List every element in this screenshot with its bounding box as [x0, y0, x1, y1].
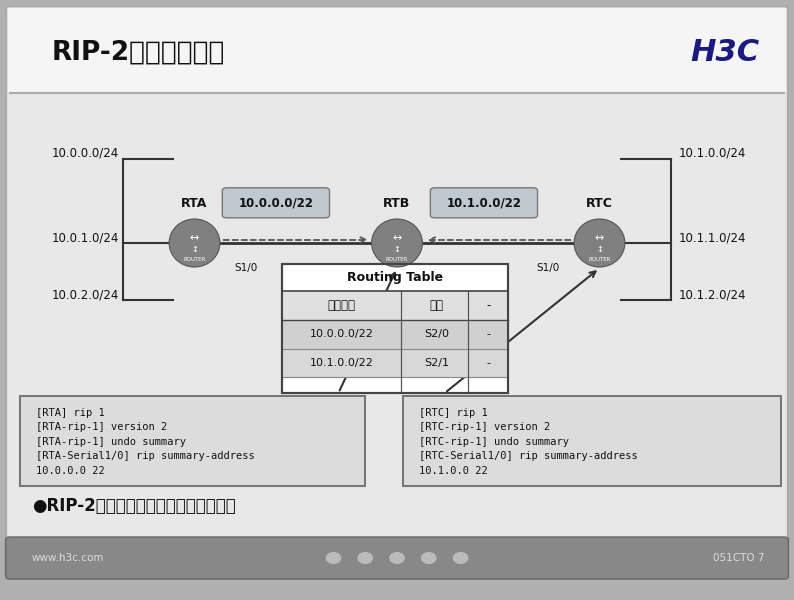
FancyBboxPatch shape — [20, 396, 365, 486]
Circle shape — [358, 553, 372, 563]
Text: www.h3c.com: www.h3c.com — [31, 553, 104, 563]
Text: S2/0: S2/0 — [303, 263, 327, 273]
Text: -: - — [486, 299, 491, 312]
Text: [RTA] rip 1
[RTA-rip-1] version 2
[RTA-rip-1] undo summary
[RTA-Serial1/0] rip s: [RTA] rip 1 [RTA-rip-1] version 2 [RTA-r… — [36, 408, 255, 476]
Text: 10.0.0.0/24: 10.0.0.0/24 — [52, 146, 119, 160]
FancyBboxPatch shape — [222, 188, 330, 218]
Circle shape — [390, 553, 404, 563]
Text: ROUTER: ROUTER — [183, 257, 206, 262]
Ellipse shape — [574, 219, 625, 267]
Text: [RTC] rip 1
[RTC-rip-1] version 2
[RTC-rip-1] undo summary
[RTC-Serial1/0] rip s: [RTC] rip 1 [RTC-rip-1] version 2 [RTC-r… — [419, 408, 638, 476]
Text: S2/1: S2/1 — [437, 263, 461, 273]
Text: 10.1.0.0/22: 10.1.0.0/22 — [446, 196, 522, 209]
Text: ↔: ↔ — [190, 233, 199, 243]
Ellipse shape — [372, 219, 422, 267]
Circle shape — [326, 553, 341, 563]
Text: RIP-2手工路由聚合: RIP-2手工路由聚合 — [52, 40, 225, 66]
Text: S2/0: S2/0 — [424, 329, 449, 339]
FancyBboxPatch shape — [430, 188, 538, 218]
Text: RTA: RTA — [181, 197, 208, 210]
Ellipse shape — [169, 219, 220, 267]
FancyBboxPatch shape — [6, 7, 788, 578]
Circle shape — [453, 553, 468, 563]
Text: -: - — [486, 329, 491, 339]
FancyBboxPatch shape — [403, 396, 781, 486]
Text: ↔: ↔ — [595, 233, 604, 243]
FancyBboxPatch shape — [282, 349, 508, 377]
Text: ↔: ↔ — [392, 233, 402, 243]
Text: ●RIP-2手工路由聚合可实现不按类聚合: ●RIP-2手工路由聚合可实现不按类聚合 — [32, 497, 236, 515]
Text: 10.0.0.0/22: 10.0.0.0/22 — [310, 329, 373, 339]
Text: Routing Table: Routing Table — [347, 271, 443, 284]
Text: RTC: RTC — [586, 197, 613, 210]
Text: S1/0: S1/0 — [234, 263, 258, 273]
Text: ↕: ↕ — [394, 245, 400, 253]
FancyBboxPatch shape — [282, 291, 508, 320]
Text: S2/1: S2/1 — [424, 358, 449, 368]
Text: ROUTER: ROUTER — [588, 257, 611, 262]
FancyBboxPatch shape — [8, 8, 786, 94]
Text: RTB: RTB — [384, 197, 410, 210]
Text: 10.0.1.0/24: 10.0.1.0/24 — [52, 232, 119, 245]
Text: ROUTER: ROUTER — [386, 257, 408, 262]
Text: 10.1.2.0/24: 10.1.2.0/24 — [679, 288, 746, 301]
Text: H3C: H3C — [691, 38, 760, 67]
FancyBboxPatch shape — [282, 320, 508, 349]
Text: 10.0.2.0/24: 10.0.2.0/24 — [52, 288, 119, 301]
Text: 10.1.0.0/24: 10.1.0.0/24 — [679, 146, 746, 160]
Text: 接口: 接口 — [430, 299, 444, 312]
Text: 10.0.0.0/22: 10.0.0.0/22 — [238, 196, 314, 209]
FancyBboxPatch shape — [282, 264, 508, 393]
FancyBboxPatch shape — [6, 537, 788, 579]
Text: ↕: ↕ — [191, 245, 198, 253]
Text: S1/0: S1/0 — [536, 263, 560, 273]
Circle shape — [422, 553, 436, 563]
Text: ↕: ↕ — [596, 245, 603, 253]
Text: 051CTO 7: 051CTO 7 — [713, 553, 764, 563]
Text: 目标网络: 目标网络 — [327, 299, 356, 312]
Text: 10.1.1.0/24: 10.1.1.0/24 — [679, 232, 746, 245]
Text: -: - — [486, 358, 491, 368]
Text: 10.1.0.0/22: 10.1.0.0/22 — [310, 358, 373, 368]
